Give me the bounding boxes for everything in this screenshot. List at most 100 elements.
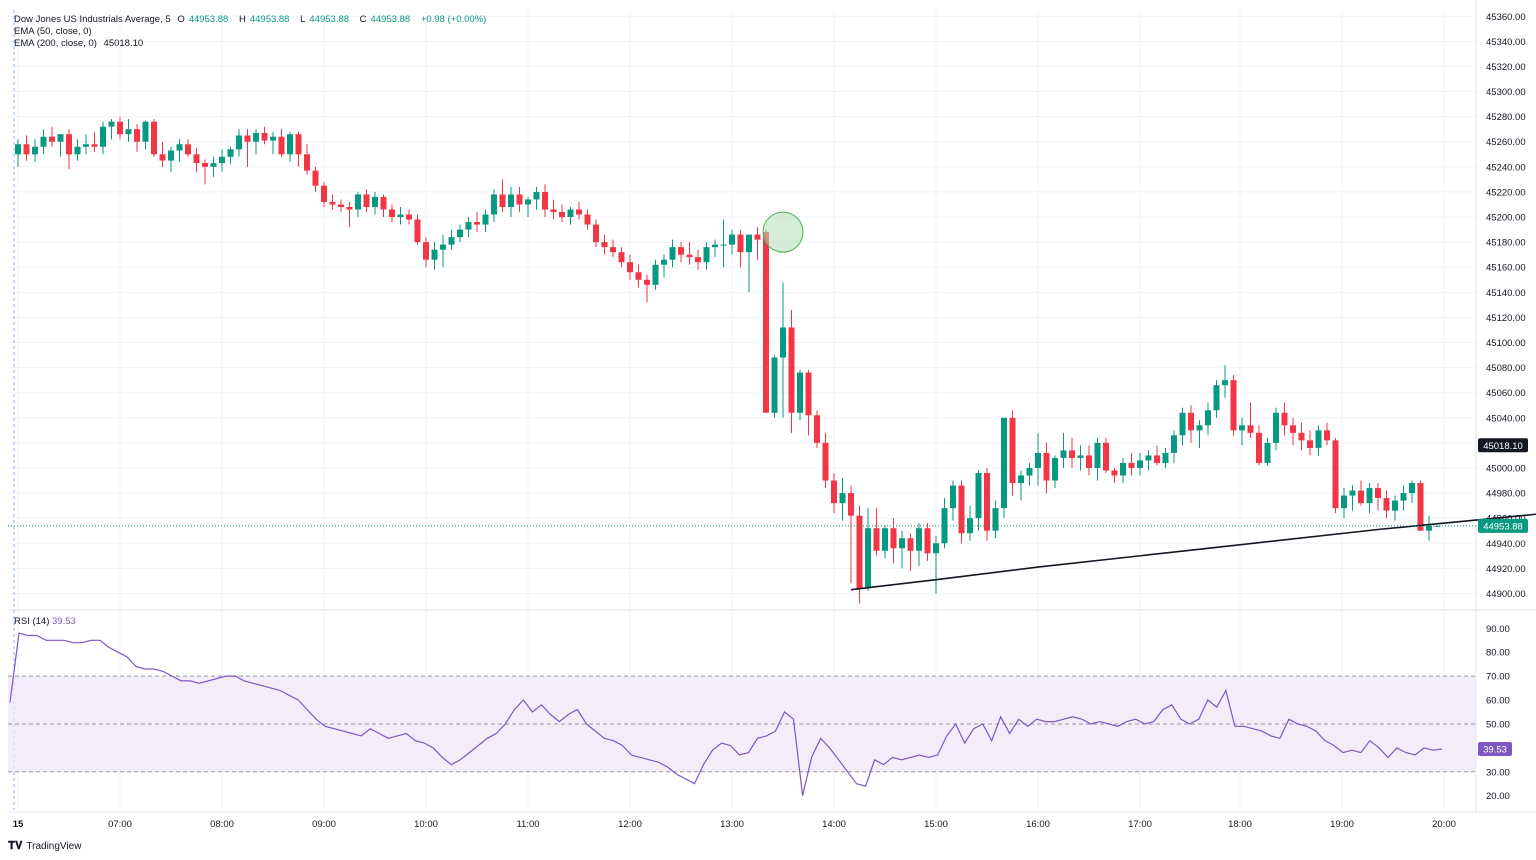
price-tick-label: 45040.00 [1486,413,1526,424]
candle-body [1332,440,1339,509]
candle-body [1358,490,1364,504]
candle-body [1171,435,1177,453]
ema200-legend[interactable]: EMA (200, close, 0) 45018.10 [14,38,147,50]
price-tick-label: 45300.00 [1486,87,1526,98]
candle-body [729,234,735,245]
candle-body [423,242,429,260]
candle-body [15,144,21,155]
candle-body [1162,452,1169,463]
candle-body [74,146,81,155]
candle-body [1137,460,1143,468]
price-tick-label: 44980.00 [1486,489,1526,500]
candle-body [907,538,914,551]
candle-body [440,244,446,250]
candle-body [950,485,956,509]
candle-body [23,144,30,155]
candle-body [975,472,982,519]
candle-body [329,201,336,205]
candle-body [703,247,710,263]
candle-body [1392,500,1398,511]
candle-body [814,415,820,443]
candle-body [542,191,548,210]
candle-body [1094,442,1101,468]
candle-body [1239,425,1245,431]
time-axis[interactable]: 15 07:00 08:00 09:00 10:00 11:00 12:00 13:00 14:… [13,819,1456,830]
rsi-legend[interactable]: RSI (14) 39.53 [14,616,76,627]
price-tick-label: 45160.00 [1486,263,1526,274]
candle-body [389,209,395,218]
candle-body [601,242,608,248]
time-tick-label: 13:00 [720,819,744,830]
candle-body [227,149,234,157]
candle-body [270,136,276,141]
candle-body [406,214,412,220]
candle-body [159,154,166,161]
price-tick-label: 44900.00 [1486,589,1526,600]
time-tick-label: 17:00 [1128,819,1152,830]
candle-body [236,135,242,150]
rsi-tick-label: 20.00 [1486,791,1510,802]
candle-body [1086,455,1092,468]
price-tick-label: 45060.00 [1486,388,1526,399]
price-tick-label: 45120.00 [1486,313,1526,324]
candle-body [1213,385,1220,411]
candle-body [1077,455,1084,458]
candles [15,116,1441,604]
candle-body [380,196,387,210]
candle-body [108,121,115,127]
candle-body [134,129,140,142]
candle-body [151,121,157,155]
candle-body [763,232,769,413]
candle-body [737,234,744,253]
candle-body [508,194,514,207]
candle-body [1409,483,1415,494]
candle-body [652,264,659,285]
candle-body [431,249,438,260]
candle-body [338,204,344,207]
candle-body [287,134,293,155]
candle-body [91,144,98,147]
candle-body [125,129,132,135]
price-tick-label: 44920.00 [1486,564,1526,575]
candle-body [414,219,421,243]
candle-body [1281,412,1288,426]
candle-body [1383,498,1390,511]
candle-body [1222,380,1228,386]
price-tick-label: 45220.00 [1486,187,1526,198]
rsi-tick-label: 70.00 [1486,672,1510,683]
candle-body [176,144,183,151]
candle-body [1434,525,1441,527]
candle-body [695,257,701,263]
ema50-legend[interactable]: EMA (50, close, 0) [14,26,96,38]
symbol-legend: Dow Jones US Industrials Average, 5 O 449… [14,14,490,26]
overlay-marks: 44953.88 45018.10 39.53 [8,211,1528,756]
ohlc-open: O 44953.88 [177,14,229,25]
candle-body [202,163,208,167]
candle-body [635,272,642,280]
price-axis[interactable]: 44900.0044920.0044940.0044960.0044980.00… [1486,12,1526,802]
candle-body [661,259,667,265]
candle-body [83,144,89,147]
candle-body [984,472,990,531]
candle-body [1264,442,1271,463]
candle-body [712,244,718,248]
time-tick-label: 12:00 [618,819,642,830]
tradingview-brand[interactable]: 𝐓𝐕 TradingView [8,840,81,853]
candle-body [261,132,268,141]
candle-body [1315,430,1322,448]
candle-body [1179,412,1186,436]
candle-body [1324,430,1330,441]
candle-body [372,196,378,207]
candle-body [644,279,650,285]
price-tick-label: 45240.00 [1486,162,1526,173]
candle-body [720,244,727,246]
candle-body [746,234,752,253]
candle-body [168,150,174,161]
time-tick-label: 15 [13,819,24,830]
candle-body [117,121,123,135]
candle-body [958,485,965,534]
candle-body [593,224,599,243]
rsi-tick-label: 60.00 [1486,696,1510,707]
symbol-title[interactable]: Dow Jones US Industrials Average, 5 [14,14,171,25]
rsi-value-badge-label: 39.53 [1483,744,1507,755]
